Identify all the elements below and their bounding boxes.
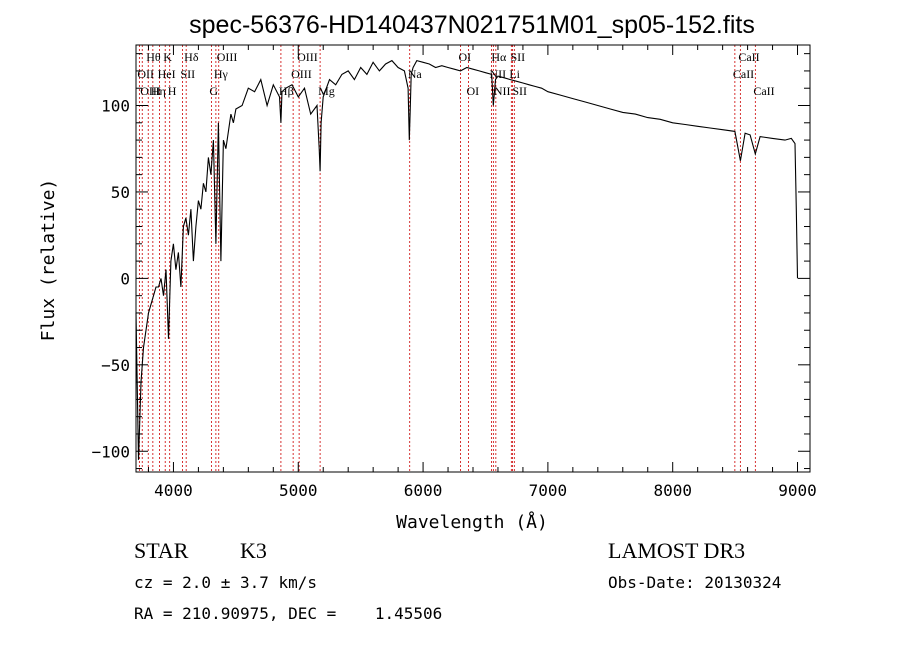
line-marker-label: Hα [491, 50, 507, 64]
x-tick-label: 9000 [778, 481, 817, 500]
radec-readout: RA = 210.90975, DEC = 1.45506 [134, 604, 443, 623]
y-axis: −100 −50 0 50 100 [91, 53, 810, 470]
chart-title: spec-56376-HD140437N021751M01_sp05-152.f… [189, 11, 755, 39]
y-tick-label: 50 [111, 183, 130, 202]
line-marker-label: Hβ [279, 84, 294, 98]
line-marker-label: Li [509, 67, 520, 81]
plot-frame [135, 44, 811, 473]
x-tick-label: 5000 [279, 481, 318, 500]
line-marker-label: CaII [733, 67, 754, 81]
cz-readout: cz = 2.0 ± 3.7 km/s [134, 573, 318, 592]
line-marker-label: K [163, 50, 172, 64]
y-tick-label: 0 [120, 269, 130, 288]
line-marker-group [138, 45, 756, 472]
line-marker-label: SII [512, 84, 527, 98]
line-marker-label: CaII [738, 50, 759, 64]
y-tick-label: 100 [101, 97, 130, 116]
line-marker-label: Hη [151, 84, 166, 98]
line-marker-label: SII [180, 67, 195, 81]
survey-label: LAMOST DR3 [608, 538, 746, 563]
x-tick-label: 6000 [404, 481, 443, 500]
line-marker-label: OII [137, 67, 154, 81]
x-tick-label: 4000 [154, 481, 193, 500]
spectrum-line [135, 59, 799, 460]
line-marker-label: Hθ [146, 50, 161, 64]
line-marker-label: Na [408, 67, 423, 81]
obs-date-readout: Obs-Date: 20130324 [608, 573, 782, 592]
line-marker-label: CaII [753, 84, 774, 98]
line-marker-label: OIII [297, 50, 318, 64]
line-marker-label: OIII [140, 84, 161, 98]
line-marker-label: OI [459, 50, 472, 64]
x-tick-label: 8000 [653, 481, 692, 500]
y-tick-label: −50 [101, 356, 130, 375]
y-axis-label: Flux (relative) [38, 179, 59, 342]
line-marker-label: Mg [318, 84, 335, 98]
x-axis-label: Wavelength (Å) [396, 511, 548, 533]
class-label: STAR [134, 538, 189, 563]
y-tick-label: −100 [91, 442, 130, 461]
x-tick-label: 7000 [529, 481, 568, 500]
x-axis: 4000 5000 6000 7000 8000 9000 [147, 45, 817, 500]
line-marker-label: G [209, 84, 218, 98]
line-marker-label: OIII [291, 67, 312, 81]
line-marker-label: OIII [217, 50, 238, 64]
line-marker-label: HeI [158, 67, 176, 81]
subclass-label: K3 [240, 538, 267, 563]
line-marker-label: H [168, 84, 177, 98]
line-marker-label: SII [510, 50, 525, 64]
spectrum-chart: spec-56376-HD140437N021751M01_sp05-152.f… [38, 11, 817, 533]
line-marker-label: OI [467, 84, 480, 98]
line-marker-label: NII [494, 84, 511, 98]
line-marker-label: Hδ [184, 50, 199, 64]
line-marker-label: Hγ [214, 67, 229, 81]
